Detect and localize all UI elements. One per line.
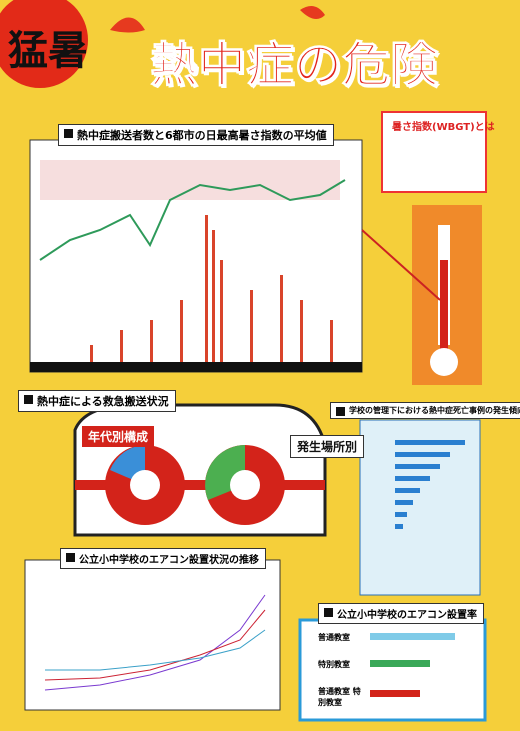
poster: 猛暑 熱中症の危険 熱中症搬送者数と6都市の日最高暑さ指数の平均値 暑さ指数(W… (0, 0, 520, 731)
rate-bar (370, 690, 420, 697)
tag: 猛暑 (8, 18, 88, 76)
pie-hole (230, 470, 260, 500)
trend-chart (25, 560, 280, 710)
age-tag: 年代別構成 (82, 426, 154, 447)
row-label: 特別教室 (318, 659, 350, 670)
rate-bar (370, 633, 455, 640)
wbgt-heading: 暑さ指数(WBGT)とは (392, 118, 495, 133)
place-tag: 発生場所別 (290, 435, 364, 458)
rate-bar (370, 660, 430, 667)
section-heading: 熱中症搬送者数と6都市の日最高暑さ指数の平均値 (58, 124, 334, 146)
section-heading: 公立小中学校のエアコン設置状況の推移 (60, 548, 266, 569)
pie-hole (130, 470, 160, 500)
title: 熱中症の危険 (150, 25, 438, 95)
section-heading: 学校の管理下における熱中症死亡事例の発生傾向 (330, 402, 520, 419)
thermo-mercury (440, 260, 448, 350)
axis-strip (30, 362, 362, 372)
thermo-bulb (430, 348, 458, 376)
school-chart (360, 420, 480, 595)
section-heading: 熱中症による救急搬送状況 (18, 390, 176, 412)
row-label: 普通教室 特別教室 (318, 686, 363, 708)
section-heading: 公立小中学校のエアコン設置率 (318, 603, 484, 624)
row-label: 普通教室 (318, 632, 350, 643)
chart-band (40, 160, 340, 200)
